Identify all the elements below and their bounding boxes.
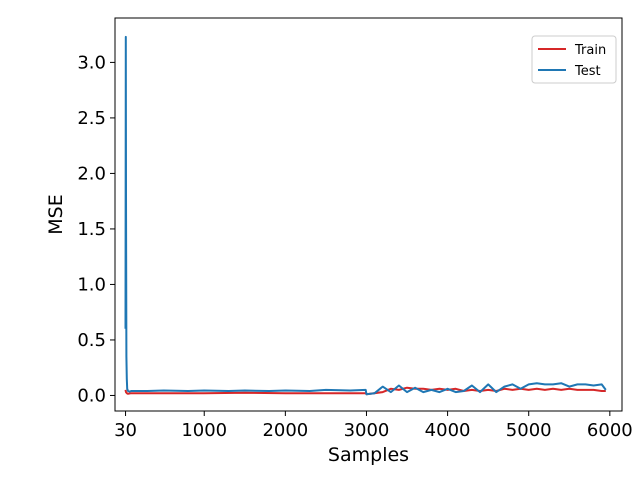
plot-area bbox=[124, 35, 607, 396]
y-tick-label: 0.0 bbox=[77, 385, 106, 406]
x-tick-label: 5000 bbox=[506, 420, 552, 441]
y-tick-label: 2.5 bbox=[77, 108, 106, 129]
x-axis-label: Samples bbox=[328, 444, 409, 466]
y-tick-label: 3.0 bbox=[77, 52, 106, 73]
y-tick-label: 1.5 bbox=[77, 219, 106, 240]
x-tick-label: 30 bbox=[114, 420, 137, 441]
x-tick-label: 6000 bbox=[587, 420, 633, 441]
y-axis-label: MSE bbox=[45, 194, 67, 234]
x-tick-label: 2000 bbox=[262, 420, 308, 441]
x-tick-label: 4000 bbox=[425, 420, 471, 441]
series-line-test bbox=[124, 35, 607, 396]
legend-label-train: Train bbox=[574, 43, 606, 58]
legend-label-test: Test bbox=[574, 64, 601, 79]
legend-box bbox=[531, 35, 617, 84]
y-tick-label: 2.0 bbox=[77, 163, 106, 184]
x-axis: 30 1000 2000 3000 4000 5000 6000 bbox=[114, 411, 633, 441]
y-tick-label: 1.0 bbox=[77, 274, 106, 295]
x-tick-label: 1000 bbox=[181, 420, 227, 441]
legend: Train Test bbox=[531, 35, 617, 84]
y-axis: 0.0 0.5 1.0 1.5 2.0 2.5 3.0 bbox=[77, 52, 115, 406]
plot-frame bbox=[114, 17, 623, 412]
series-line-train bbox=[124, 386, 606, 396]
x-tick-label: 3000 bbox=[344, 420, 390, 441]
y-tick-label: 0.5 bbox=[77, 330, 106, 351]
